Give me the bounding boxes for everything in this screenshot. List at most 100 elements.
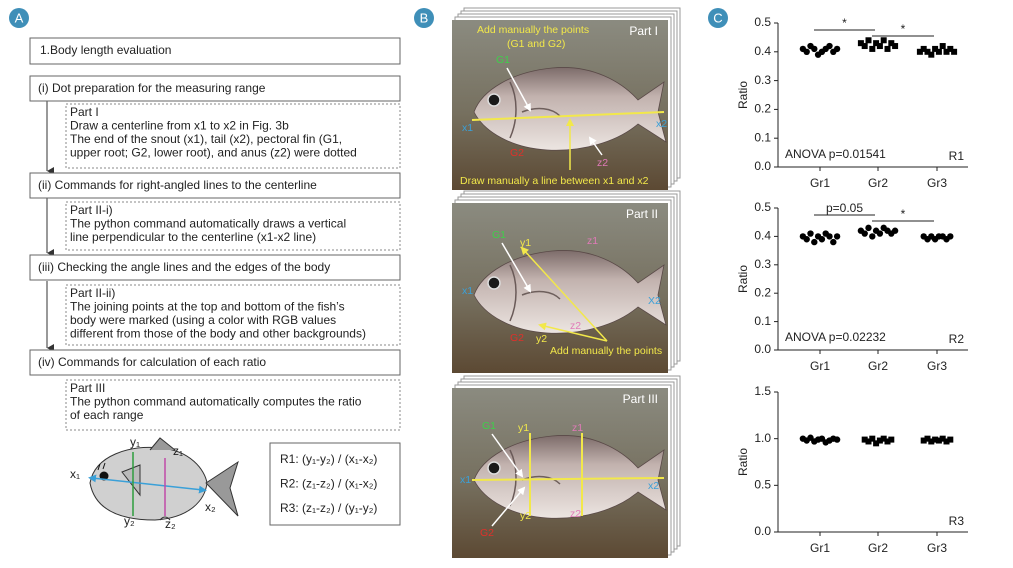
- photo-label: G1: [492, 229, 506, 241]
- panel-label: A: [15, 10, 24, 25]
- photo-label: (G1 and G2): [507, 38, 565, 50]
- step-detail: line perpendicular to the centerline (x1…: [70, 230, 316, 244]
- step-heading: (i) Dot preparation for the measuring ra…: [38, 81, 266, 95]
- photo-label: Add manually the points: [550, 345, 662, 357]
- data-point: [830, 238, 837, 246]
- part-title: Part II: [626, 207, 658, 221]
- significance-label: p=0.05: [826, 201, 863, 215]
- x-tick-label: Gr3: [927, 541, 947, 555]
- x-tick-label: Gr2: [868, 176, 888, 190]
- data-point: [892, 43, 899, 50]
- photo-label: G2: [480, 527, 494, 539]
- photo: Part III G1 y1 z1 x1 x2 y2 z2 G2: [452, 388, 668, 558]
- fish-diagram: [88, 437, 239, 521]
- panel-badge: [708, 8, 728, 28]
- photo-label: x2: [656, 118, 667, 130]
- data-point: [935, 48, 942, 55]
- photo-label: z2: [597, 157, 608, 169]
- step-detail: Part II-ii): [70, 286, 115, 300]
- photo-label: x1: [460, 474, 471, 486]
- anova-label: ANOVA p=0.02232: [785, 330, 886, 344]
- anova-label: ANOVA p=0.01541: [785, 147, 886, 161]
- data-point: [818, 236, 826, 243]
- significance-label: *: [901, 22, 906, 36]
- y-tick-label: 0.0: [754, 342, 771, 356]
- step-detail: Part I: [70, 105, 99, 119]
- data-point: [861, 436, 868, 443]
- photo: Part I Add manually the points (G1 and G2)…: [452, 20, 668, 190]
- step-detail: The python command automatically draws a…: [70, 217, 346, 231]
- y-tick-label: 0.2: [754, 102, 771, 116]
- data-point: [891, 227, 899, 234]
- panel-label: B: [420, 10, 429, 25]
- step-detail: The end of the snout (x1), tail (x2), pe…: [70, 132, 342, 146]
- photo-label: x1: [462, 285, 473, 297]
- x-tick-label: Gr2: [868, 359, 888, 373]
- photo-label: G2: [510, 332, 524, 344]
- y-tick-label: 0.0: [754, 159, 771, 173]
- y-axis-label: Ratio: [736, 81, 750, 109]
- ratio-label: R2: [949, 332, 965, 346]
- y-tick-label: 1.0: [754, 431, 771, 445]
- pointer: [506, 67, 531, 112]
- data-point: [873, 440, 880, 447]
- data-point: [826, 233, 833, 240]
- data-point: [865, 438, 872, 445]
- centerline: [471, 111, 665, 121]
- diagram-label: y₂: [124, 514, 135, 528]
- step-box: [29, 75, 401, 102]
- photo-label: z2: [570, 508, 581, 520]
- photo-label: y1: [518, 422, 529, 434]
- data-point: [807, 230, 814, 237]
- pointer: [491, 486, 526, 527]
- step-heading: (iv) Commands for calculation of each ra…: [38, 355, 266, 369]
- y-axis-label: Ratio: [736, 265, 750, 293]
- step-box: [29, 349, 401, 376]
- data-point: [861, 43, 868, 50]
- diagram-label: z₁: [173, 444, 183, 458]
- data-point: [932, 436, 939, 443]
- detail-box: [65, 284, 401, 346]
- detail-box: [65, 379, 401, 431]
- photo-label: z1: [572, 422, 583, 434]
- step-detail: The joining points at the top and bottom…: [70, 300, 345, 314]
- photo-label: z1: [587, 235, 598, 247]
- formula: R2: (z₁-z₂) / (x₁-x₂): [280, 477, 377, 491]
- diagram-label: z₂: [165, 517, 176, 531]
- photo-label: X2: [648, 295, 661, 307]
- photo-label: y1: [520, 237, 531, 249]
- detail-box: [65, 201, 401, 251]
- y-tick-label: 0.3: [754, 257, 771, 271]
- photo-label: z2: [570, 320, 581, 332]
- data-point: [857, 40, 864, 47]
- data-point: [888, 40, 895, 47]
- data-point: [880, 435, 887, 442]
- photo-label: G1: [482, 420, 496, 432]
- panel-badge: [9, 8, 29, 28]
- step-detail: The python command automatically compute…: [70, 395, 362, 409]
- title-box: [29, 37, 401, 65]
- y-tick-label: 0.4: [754, 229, 771, 243]
- data-point: [880, 37, 887, 44]
- y-tick-label: 0.4: [754, 44, 771, 58]
- pointer: [501, 242, 532, 293]
- ratio-label: R3: [949, 514, 965, 528]
- photo-label: x1: [462, 122, 473, 134]
- photo-label: x2: [648, 480, 659, 492]
- data-point: [947, 45, 954, 52]
- data-point: [833, 233, 841, 240]
- y-tick-label: 0.3: [754, 73, 771, 87]
- data-point: [876, 43, 883, 50]
- photo-label: Draw manually a line between x1 and x2: [460, 175, 649, 187]
- photo-label: Add manually the points: [477, 24, 589, 36]
- panel-badge: [414, 8, 434, 28]
- part-title: Part III: [623, 392, 658, 406]
- detail-box: [65, 103, 401, 169]
- data-point: [869, 233, 876, 240]
- data-point: [928, 438, 935, 445]
- x-tick-label: Gr2: [868, 541, 888, 555]
- data-point: [935, 437, 942, 444]
- data-point: [920, 45, 927, 52]
